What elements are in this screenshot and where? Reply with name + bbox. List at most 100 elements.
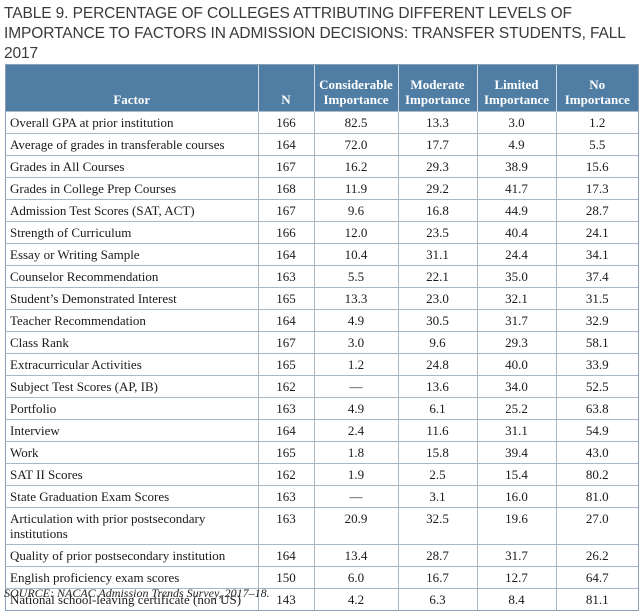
cell-none: 52.5 (556, 375, 638, 398)
table-row: Admission Test Scores (SAT, ACT) 167 9.6 16… (6, 199, 638, 222)
cell-n: 163 (258, 265, 315, 288)
cell-none: 31.5 (556, 287, 638, 310)
cell-n: 164 (258, 419, 315, 442)
cell-none: 80.2 (556, 463, 638, 486)
cell-considerable: 4.9 (314, 309, 399, 332)
cell-factor: Strength of Curriculum (6, 221, 259, 244)
cell-considerable: — (314, 485, 399, 508)
cell-moderate: 17.7 (398, 133, 478, 156)
cell-factor: Class Rank (6, 331, 259, 354)
cell-moderate: 13.6 (398, 375, 478, 398)
cell-limited: 4.9 (477, 133, 557, 156)
table-row: Interview 164 2.4 11.6 31.1 54.9 (6, 419, 638, 442)
cell-moderate: 6.1 (398, 397, 478, 420)
cell-n: 163 (258, 397, 315, 420)
cell-moderate: 23.0 (398, 287, 478, 310)
cell-none: 5.5 (556, 133, 638, 156)
table-row: Subject Test Scores (AP, IB) 162—13.6 34.0… (6, 375, 638, 398)
cell-limited: 29.3 (477, 331, 557, 354)
cell-none: 64.7 (556, 566, 638, 589)
cell-none: 37.4 (556, 265, 638, 288)
cell-moderate: 15.8 (398, 441, 478, 464)
cell-factor: Grades in All Courses (6, 155, 259, 178)
table-row: Strength of Curriculum 166 12.0 23.5 40.4 24.… (6, 221, 638, 244)
table-row: English proficiency exam scores 150 6.0 16.… (6, 566, 638, 589)
cell-none: 58.1 (556, 331, 638, 354)
table-body: Overall GPA at prior institution 166 82.5 1… (6, 111, 638, 610)
table-row: Overall GPA at prior institution 166 82.5 1… (6, 111, 638, 134)
cell-n: 166 (258, 111, 315, 134)
cell-n: 165 (258, 353, 315, 376)
table-row: Articulation with prior postsecondary in… (6, 507, 638, 545)
cell-limited: 31.1 (477, 419, 557, 442)
cell-moderate: 23.5 (398, 221, 478, 244)
cell-limited: 32.1 (477, 287, 557, 310)
cell-limited: 19.6 (477, 507, 557, 545)
cell-factor: English proficiency exam scores (6, 566, 259, 589)
table-row: Counselor Recommendation 163 5.5 22.1 35.0 37… (6, 265, 638, 288)
cell-moderate: 31.1 (398, 243, 478, 266)
cell-limited: 35.0 (477, 265, 557, 288)
table-row: Student’s Demonstrated Interest 165 13.3 23… (6, 287, 638, 310)
cell-n: 162 (258, 375, 315, 398)
table-row: Quality of prior postsecondary instituti… (6, 544, 638, 567)
cell-factor: Student’s Demonstrated Interest (6, 287, 259, 310)
cell-considerable: 1.9 (314, 463, 399, 486)
table-row: Grades in College Prep Courses 168 11.9 29.… (6, 177, 638, 200)
cell-considerable: 16.2 (314, 155, 399, 178)
cell-moderate: 32.5 (398, 507, 478, 545)
cell-n: 163 (258, 485, 315, 508)
cell-none: 24.1 (556, 221, 638, 244)
cell-none: 15.6 (556, 155, 638, 178)
cell-n: 150 (258, 566, 315, 589)
cell-moderate: 11.6 (398, 419, 478, 442)
cell-moderate: 30.5 (398, 309, 478, 332)
cell-moderate: 13.3 (398, 111, 478, 134)
cell-considerable: 13.3 (314, 287, 399, 310)
cell-factor: State Graduation Exam Scores (6, 485, 259, 508)
cell-factor: Teacher Recommendation (6, 309, 259, 332)
cell-n: 164 (258, 243, 315, 266)
cell-none: 27.0 (556, 507, 638, 545)
cell-considerable: 12.0 (314, 221, 399, 244)
cell-none: 54.9 (556, 419, 638, 442)
cell-n: 164 (258, 544, 315, 567)
source-note: SOURCE: NACAC Admission Trends Survey, 2… (4, 586, 270, 600)
cell-considerable: 2.4 (314, 419, 399, 442)
cell-considerable: — (314, 375, 399, 398)
cell-factor: Essay or Writing Sample (6, 243, 259, 266)
cell-moderate: 9.6 (398, 331, 478, 354)
cell-n: 167 (258, 331, 315, 354)
cell-limited: 44.9 (477, 199, 557, 222)
table-row: Teacher Recommendation 164 4.9 30.5 31.7 32.9 (6, 309, 638, 332)
cell-limited: 40.4 (477, 221, 557, 244)
header-considerable: Considerable Importance (314, 65, 399, 112)
cell-factor: Grades in College Prep Courses (6, 177, 259, 200)
table-row: Extracurricular Activities 165 1.2 24.8 40.0… (6, 353, 638, 376)
table-row: Class Rank 167 3.0 9.6 29.3 58.1 (6, 331, 638, 354)
cell-factor: Counselor Recommendation (6, 265, 259, 288)
table-title: TABLE 9. PERCENTAGE OF COLLEGES ATTRIBUT… (4, 5, 626, 62)
cell-limited: 8.4 (477, 588, 557, 610)
cell-n: 167 (258, 199, 315, 222)
data-table: Factor N Considerable Importance Moderat… (6, 65, 638, 610)
header-none: No Importance (556, 65, 638, 112)
cell-moderate: 16.8 (398, 199, 478, 222)
cell-considerable: 1.8 (314, 441, 399, 464)
table-row: Work 165 1.8 15.8 39.4 43.0 (6, 441, 638, 464)
importance-table: Factor N Considerable Importance Moderat… (5, 64, 639, 611)
cell-factor: Interview (6, 419, 259, 442)
cell-none: 81.0 (556, 485, 638, 508)
cell-limited: 39.4 (477, 441, 557, 464)
cell-considerable: 6.0 (314, 566, 399, 589)
cell-limited: 34.0 (477, 375, 557, 398)
cell-considerable: 82.5 (314, 111, 399, 134)
cell-none: 43.0 (556, 441, 638, 464)
cell-considerable: 9.6 (314, 199, 399, 222)
cell-none: 1.2 (556, 111, 638, 134)
cell-none: 34.1 (556, 243, 638, 266)
cell-limited: 40.0 (477, 353, 557, 376)
cell-none: 33.9 (556, 353, 638, 376)
cell-limited: 12.7 (477, 566, 557, 589)
cell-none: 26.2 (556, 544, 638, 567)
